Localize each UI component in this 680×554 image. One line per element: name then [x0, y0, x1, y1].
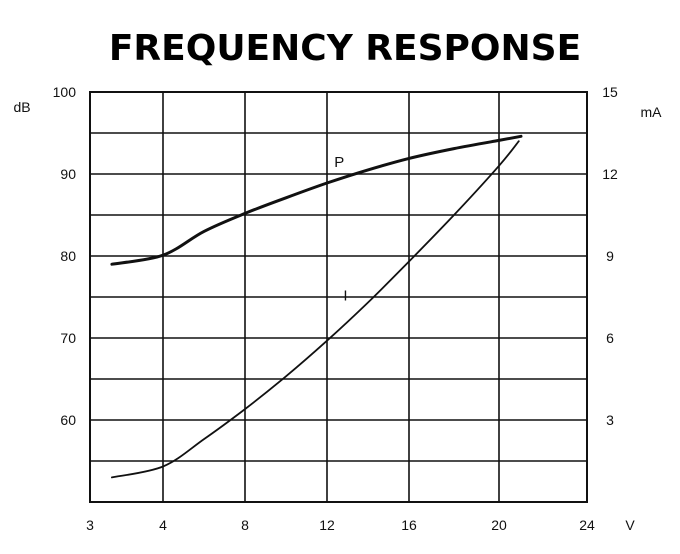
x-tick-label: 16 — [401, 517, 417, 533]
x-tick-label: 3 — [86, 517, 94, 533]
x-tick-label: 24 — [579, 517, 595, 533]
x-tick-labels: 3 4 8 12 16 20 24 — [86, 517, 595, 533]
y-tick-label: 80 — [60, 248, 76, 264]
y2-tick-labels: 15 12 9 6 3 — [602, 84, 618, 428]
series-label-i: I — [343, 288, 347, 305]
x-tick-label: 4 — [159, 517, 167, 533]
y2-tick-label: 15 — [602, 84, 618, 100]
y-tick-label: 100 — [53, 84, 77, 100]
y2-tick-label: 9 — [606, 248, 614, 264]
x-tick-label: 8 — [241, 517, 249, 533]
x-tick-label: 12 — [319, 517, 335, 533]
series-line-i — [111, 140, 520, 479]
y2-tick-label: 6 — [606, 330, 614, 346]
chart-title: FREQUENCY RESPONSE — [109, 28, 581, 69]
grid — [89, 91, 588, 503]
series-group: PI — [110, 134, 523, 479]
y2-axis-unit: mA — [641, 104, 663, 120]
x-tick-label: 20 — [491, 517, 507, 533]
y2-tick-label: 3 — [606, 412, 614, 428]
y-tick-label: 90 — [60, 166, 76, 182]
y2-tick-label: 12 — [602, 166, 618, 182]
y-axis-unit: dB — [13, 99, 30, 115]
series-line-p — [110, 134, 523, 266]
y-tick-labels: 100 90 80 70 60 — [53, 84, 77, 428]
y-tick-label: 60 — [60, 412, 76, 428]
x-axis-unit: V — [625, 517, 635, 533]
y-tick-label: 70 — [60, 330, 76, 346]
series-label-p: P — [334, 154, 344, 171]
